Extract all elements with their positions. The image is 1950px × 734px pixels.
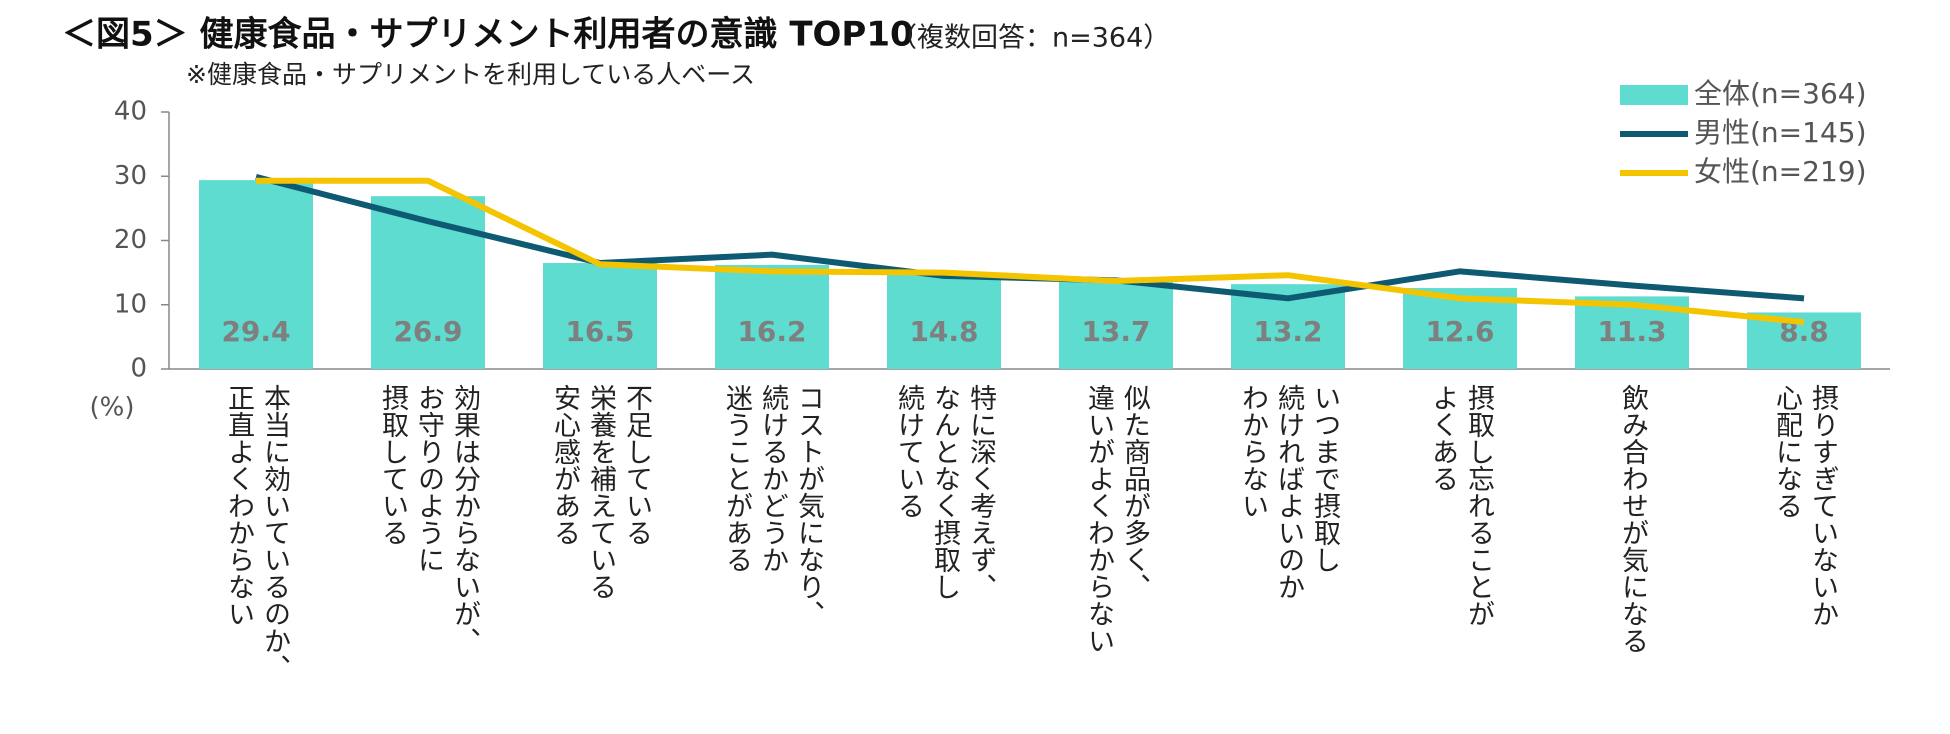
bar [543,262,657,369]
legend-label: 全体(n=364) [1694,77,1867,110]
legend-label: 男性(n=145) [1694,116,1867,149]
legend-label: 女性(n=219) [1694,155,1867,188]
bar [1059,280,1173,369]
x-tick-label: 摂取し忘れることが よくある [1427,384,1494,627]
bar-value-label: 14.8 [909,315,978,348]
bar-value-label: 13.7 [1081,315,1150,348]
bar [371,196,485,369]
bar-value-label: 26.9 [393,315,462,348]
x-tick-label: 不足している 栄養を補えている 安心感がある [549,384,652,600]
line [256,177,1805,326]
bar-value-label: 16.5 [565,315,634,348]
y-tick-label: 30 [114,161,147,191]
bar-value-label: 12.6 [1425,315,1494,348]
x-tick-label: 飲み合わせが気になる [1617,384,1648,654]
bar-value-label: 13.2 [1253,315,1322,348]
bar [887,273,1001,369]
x-tick-label: いつまで摂取し 続ければよいのか わからない [1237,384,1340,600]
chart-title: ＜図5＞ 健康食品・サプリメント利用者の意識 TOP10 [62,15,914,55]
bar-value-label: 29.4 [221,315,290,348]
y-tick-label: 40 [114,97,147,127]
line [255,173,1805,302]
x-tick-label: コストが気になり、 続けるかどうか 迷うことがある [721,384,824,627]
bar [199,180,313,369]
legend-swatch [1620,85,1688,105]
x-tick-label: 摂りすぎていないか 心配になる [1771,384,1838,627]
x-tick-label: 特に深く考えず、 なんとなく摂取し 続けている [893,384,996,600]
y-tick-label: 0 [130,354,147,384]
y-tick-label: 20 [114,225,147,255]
x-tick-label: 本当に効いているのか、 正直よくわからない [223,384,290,681]
x-tick-label: 効果は分からないが、 お守りのように 摂取している [377,384,480,654]
bar [715,264,829,369]
y-tick-label: 10 [114,289,147,319]
y-unit: (%) [90,393,135,423]
x-tick-label: 似た商品が多く、 違いがよくわからない [1083,384,1150,654]
bar-value-label: 16.2 [737,315,806,348]
bar-value-label: 11.3 [1597,315,1666,348]
subtitle: ※健康食品・サプリメントを利用している人ベース [186,60,755,89]
title-note: （複数回答：n=364） [890,23,1170,54]
